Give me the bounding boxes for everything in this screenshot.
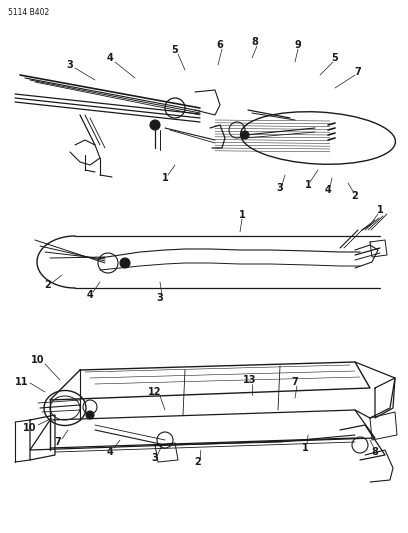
Text: 1: 1 (377, 205, 384, 215)
Text: 10: 10 (31, 355, 45, 365)
Text: 12: 12 (148, 387, 162, 397)
Text: 1: 1 (162, 173, 169, 183)
Text: 7: 7 (55, 437, 61, 447)
Circle shape (120, 258, 130, 268)
Text: 7: 7 (292, 377, 298, 387)
Text: 3: 3 (67, 60, 73, 70)
Text: 5: 5 (172, 45, 178, 55)
Text: 9: 9 (295, 40, 302, 50)
Text: 1: 1 (305, 180, 311, 190)
Text: 4: 4 (106, 447, 113, 457)
Text: 4: 4 (325, 185, 331, 195)
Text: 11: 11 (15, 377, 29, 387)
Text: 5: 5 (332, 53, 338, 63)
Circle shape (86, 411, 94, 419)
Text: 1: 1 (239, 210, 245, 220)
Text: 3: 3 (152, 453, 158, 463)
Text: 6: 6 (217, 40, 223, 50)
Text: 8: 8 (252, 37, 258, 47)
Text: 10: 10 (23, 423, 37, 433)
Text: 2: 2 (44, 280, 51, 290)
Text: 2: 2 (195, 457, 202, 467)
Text: 2: 2 (352, 191, 358, 201)
Text: 7: 7 (355, 67, 361, 77)
Text: 1: 1 (302, 443, 308, 453)
Text: 4: 4 (106, 53, 113, 63)
Circle shape (241, 131, 249, 139)
Text: 3: 3 (157, 293, 163, 303)
Text: 13: 13 (243, 375, 257, 385)
Text: 8: 8 (372, 447, 379, 457)
Circle shape (150, 120, 160, 130)
Text: 4: 4 (86, 290, 93, 300)
Text: 3: 3 (277, 183, 284, 193)
Text: 5114 B402: 5114 B402 (8, 8, 49, 17)
